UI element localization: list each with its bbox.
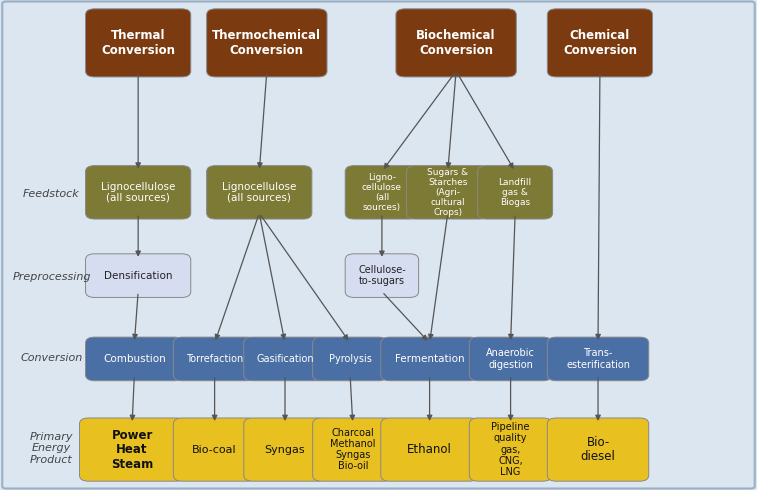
Text: Combustion: Combustion xyxy=(103,354,166,364)
Text: Thermal
Conversion: Thermal Conversion xyxy=(101,29,175,57)
Text: Thermochemical
Conversion: Thermochemical Conversion xyxy=(213,29,321,57)
Text: Pyrolysis: Pyrolysis xyxy=(329,354,372,364)
FancyBboxPatch shape xyxy=(469,418,552,481)
FancyBboxPatch shape xyxy=(547,9,653,77)
FancyBboxPatch shape xyxy=(86,254,191,297)
FancyBboxPatch shape xyxy=(381,418,478,481)
FancyBboxPatch shape xyxy=(547,418,649,481)
FancyBboxPatch shape xyxy=(86,9,191,77)
Text: Landfill
gas &
Biogas: Landfill gas & Biogas xyxy=(499,178,531,207)
Text: Bio-coal: Bio-coal xyxy=(192,444,237,455)
Text: Cellulose-
to-sugars: Cellulose- to-sugars xyxy=(358,265,406,286)
Text: Pipeline
quality
gas,
CNG,
LNG: Pipeline quality gas, CNG, LNG xyxy=(491,422,530,477)
Text: Ligno-
cellulose
(all
sources): Ligno- cellulose (all sources) xyxy=(362,173,402,212)
FancyBboxPatch shape xyxy=(396,9,516,77)
FancyBboxPatch shape xyxy=(244,418,326,481)
Text: Preprocessing: Preprocessing xyxy=(12,272,91,282)
Text: Power
Heat
Steam: Power Heat Steam xyxy=(111,429,153,470)
FancyBboxPatch shape xyxy=(173,337,256,381)
FancyBboxPatch shape xyxy=(469,337,552,381)
Text: Bio-
diesel: Bio- diesel xyxy=(581,436,615,464)
FancyBboxPatch shape xyxy=(86,166,191,219)
FancyBboxPatch shape xyxy=(381,337,478,381)
Text: Fermentation: Fermentation xyxy=(395,354,464,364)
FancyBboxPatch shape xyxy=(86,337,183,381)
FancyBboxPatch shape xyxy=(207,166,312,219)
FancyBboxPatch shape xyxy=(313,337,388,381)
Text: Conversion: Conversion xyxy=(20,353,83,363)
FancyBboxPatch shape xyxy=(478,166,553,219)
Text: Feedstock: Feedstock xyxy=(23,189,79,198)
FancyBboxPatch shape xyxy=(345,254,419,297)
Text: Ethanol: Ethanol xyxy=(407,443,452,456)
Text: Densification: Densification xyxy=(104,270,173,281)
Text: Lignocellulose
(all sources): Lignocellulose (all sources) xyxy=(222,182,297,203)
Text: Lignocellulose
(all sources): Lignocellulose (all sources) xyxy=(101,182,176,203)
Text: Syngas: Syngas xyxy=(265,444,305,455)
FancyBboxPatch shape xyxy=(207,9,327,77)
FancyBboxPatch shape xyxy=(313,418,393,481)
Text: Trans-
esterification: Trans- esterification xyxy=(566,348,630,369)
FancyBboxPatch shape xyxy=(547,337,649,381)
Text: Chemical
Conversion: Chemical Conversion xyxy=(563,29,637,57)
Text: Torrefaction: Torrefaction xyxy=(186,354,243,364)
Text: Charcoal
Methanol
Syngas
Bio-oil: Charcoal Methanol Syngas Bio-oil xyxy=(330,428,375,471)
Text: Gasification: Gasification xyxy=(256,354,314,364)
FancyBboxPatch shape xyxy=(79,418,185,481)
Text: Biochemical
Conversion: Biochemical Conversion xyxy=(416,29,496,57)
Text: Anaerobic
digestion: Anaerobic digestion xyxy=(486,348,535,369)
FancyBboxPatch shape xyxy=(173,418,256,481)
Text: Primary
Energy
Product: Primary Energy Product xyxy=(30,432,73,465)
FancyBboxPatch shape xyxy=(407,166,489,219)
FancyBboxPatch shape xyxy=(345,166,419,219)
FancyBboxPatch shape xyxy=(244,337,326,381)
Text: Sugars &
Starches
(Agri-
cultural
Crops): Sugars & Starches (Agri- cultural Crops) xyxy=(427,168,469,217)
